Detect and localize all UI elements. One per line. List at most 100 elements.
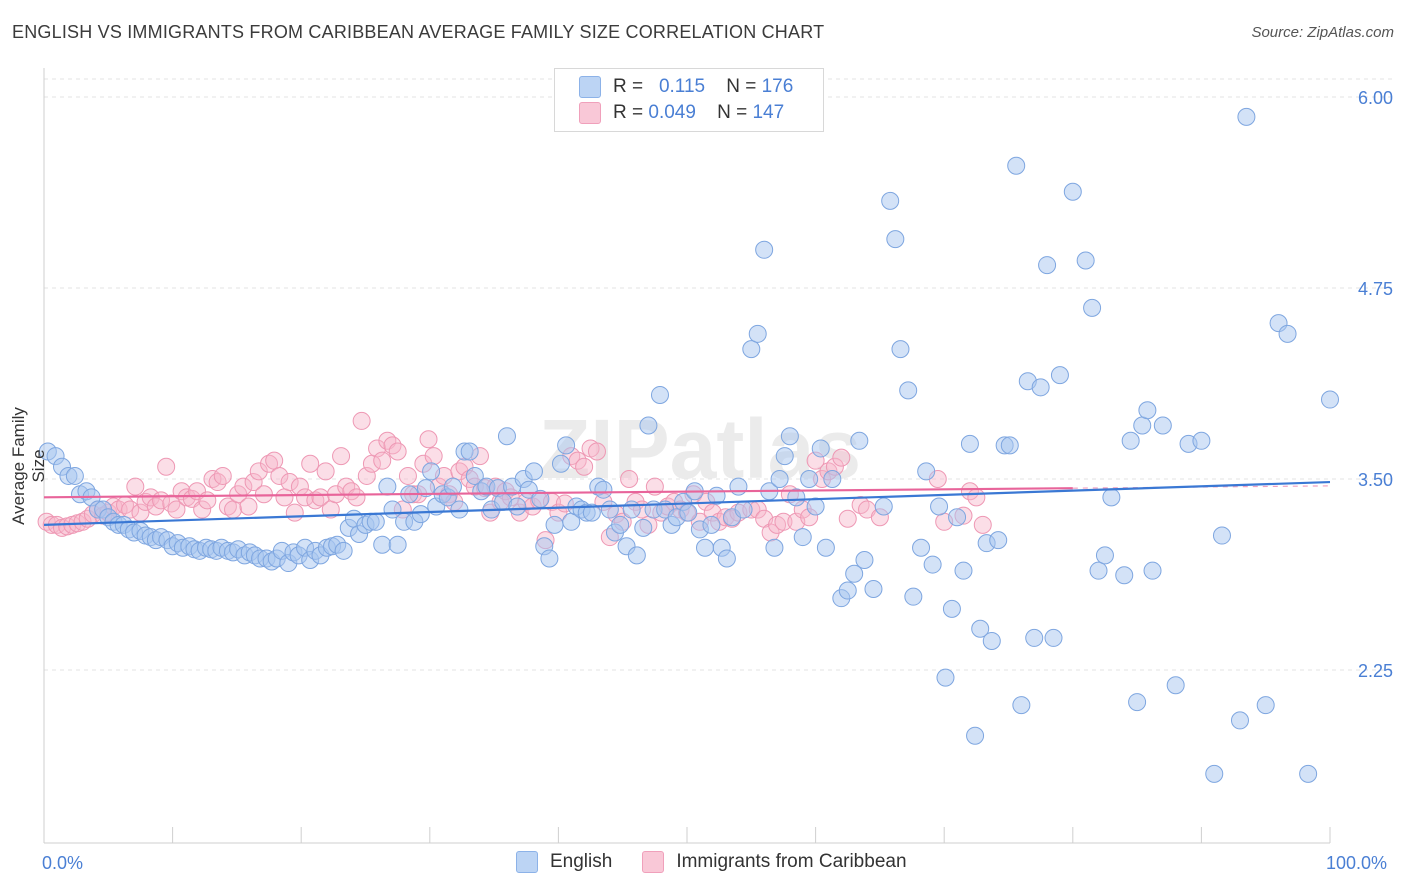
english-point bbox=[639, 416, 658, 435]
english-point bbox=[838, 581, 857, 600]
caribbean-point bbox=[575, 457, 594, 476]
caribbean-point bbox=[301, 454, 320, 473]
english-point bbox=[702, 515, 721, 534]
caribbean-point bbox=[973, 515, 992, 534]
english-point bbox=[855, 550, 874, 569]
caribbean-trend-line bbox=[43, 487, 1073, 499]
english-point bbox=[540, 549, 559, 568]
n-label: N = bbox=[726, 76, 757, 97]
english-point bbox=[982, 631, 1001, 650]
english-point bbox=[1212, 526, 1231, 545]
english-point bbox=[450, 500, 469, 519]
english-point bbox=[1205, 764, 1224, 783]
y-tick-labels: 2.25 3.50 4.75 6.00 bbox=[1358, 88, 1393, 681]
english-point bbox=[627, 546, 646, 565]
english-point bbox=[594, 480, 613, 499]
caribbean-legend-swatch bbox=[642, 851, 665, 873]
english-point bbox=[800, 470, 819, 488]
english-point bbox=[787, 488, 806, 507]
caribbean-point bbox=[270, 466, 289, 485]
caribbean-point bbox=[373, 451, 392, 470]
english-point bbox=[823, 470, 842, 488]
caribbean-point bbox=[620, 470, 639, 488]
english-point bbox=[1278, 324, 1297, 343]
english-point bbox=[936, 668, 955, 687]
english-point bbox=[806, 497, 825, 516]
english-point bbox=[1031, 378, 1050, 397]
english-point bbox=[1192, 431, 1211, 450]
english-point bbox=[881, 191, 900, 210]
english-point bbox=[600, 500, 619, 519]
english-point bbox=[65, 466, 84, 485]
n-value: 147 bbox=[752, 102, 785, 123]
y-tick-label: 2.25 bbox=[1358, 661, 1393, 681]
y-tick-label: 3.50 bbox=[1358, 470, 1393, 490]
caribbean-point bbox=[260, 454, 279, 473]
english-point bbox=[366, 512, 385, 531]
english-point bbox=[864, 580, 883, 599]
caribbean-point bbox=[73, 512, 92, 531]
english-point bbox=[960, 434, 979, 453]
english-point bbox=[1025, 628, 1044, 647]
caribbean-point bbox=[285, 503, 304, 522]
r-value: 0.049 bbox=[648, 102, 696, 123]
caribbean-trend-extension bbox=[1072, 485, 1331, 489]
english-point bbox=[765, 538, 784, 557]
caribbean-point bbox=[224, 500, 243, 519]
english-point bbox=[1089, 561, 1108, 580]
stats-legend: R = 0.115 N = 176 R = 0.049 N = 147 bbox=[554, 68, 824, 132]
english-point bbox=[1121, 431, 1140, 450]
english-point bbox=[416, 479, 435, 498]
legend-item-caribbean: Immigrants from Caribbean bbox=[676, 851, 907, 872]
english-point bbox=[508, 497, 527, 516]
caribbean-point bbox=[121, 500, 140, 519]
r-label: R = bbox=[613, 102, 644, 123]
source-label: Source: ZipAtlas.com bbox=[1251, 24, 1394, 41]
x-min-label: 0.0% bbox=[42, 853, 84, 873]
series-legend: English Immigrants from Caribbean bbox=[516, 851, 907, 873]
english-point bbox=[551, 454, 570, 473]
english-point bbox=[948, 508, 967, 527]
caribbean-point bbox=[157, 457, 176, 476]
trend-lines bbox=[43, 480, 1331, 526]
caribbean-point bbox=[249, 462, 268, 481]
caribbean-point bbox=[967, 488, 986, 507]
english-point bbox=[904, 587, 923, 606]
english-point bbox=[443, 477, 462, 496]
caribbean-point bbox=[37, 512, 56, 531]
caribbean-point bbox=[851, 495, 870, 514]
caribbean-point bbox=[306, 491, 325, 510]
english-point bbox=[748, 324, 767, 343]
english-point bbox=[1007, 156, 1026, 175]
caribbean-point bbox=[167, 500, 186, 519]
english-point bbox=[923, 555, 942, 574]
caribbean-point bbox=[146, 497, 165, 516]
english-point bbox=[1143, 561, 1162, 580]
english-point bbox=[874, 497, 893, 516]
caribbean-point bbox=[332, 447, 351, 466]
english-point bbox=[954, 561, 973, 580]
english-point bbox=[1063, 182, 1082, 201]
caribbean-point bbox=[193, 500, 212, 519]
caribbean-point bbox=[838, 509, 857, 528]
caribbean-point bbox=[162, 494, 181, 513]
english-point bbox=[775, 447, 794, 466]
x-max-label: 100.0% bbox=[1326, 853, 1388, 873]
english-point bbox=[1321, 390, 1339, 409]
stats-row-caribbean: R = 0.049 N = 147 bbox=[579, 101, 784, 125]
english-point bbox=[334, 541, 353, 560]
english-point bbox=[1102, 488, 1121, 507]
caribbean-point bbox=[198, 491, 217, 510]
caribbean-point bbox=[265, 451, 284, 470]
r-value: 0.115 bbox=[658, 76, 706, 97]
n-label: N = bbox=[717, 102, 748, 123]
english-point bbox=[780, 427, 799, 446]
english-point bbox=[816, 538, 835, 557]
english-point bbox=[917, 462, 936, 481]
english-point bbox=[1153, 416, 1172, 435]
caribbean-point bbox=[203, 470, 222, 488]
caribbean-point bbox=[383, 436, 402, 455]
english-point bbox=[611, 515, 630, 534]
english-point bbox=[679, 503, 698, 522]
english-point bbox=[1012, 696, 1031, 715]
